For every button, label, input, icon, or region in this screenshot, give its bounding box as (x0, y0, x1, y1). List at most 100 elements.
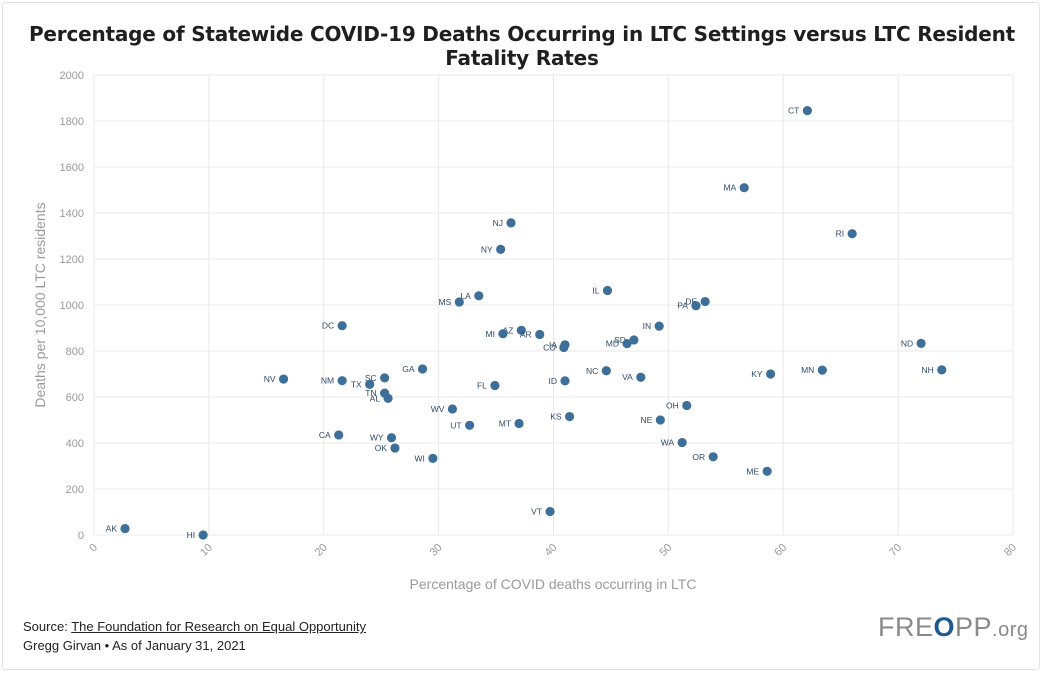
data-point-sd[interactable] (629, 335, 639, 345)
data-point-de[interactable] (700, 296, 710, 307)
data-point-ne[interactable] (655, 415, 665, 425)
point-label-dc: DC (322, 321, 334, 331)
data-point-in[interactable] (654, 321, 664, 331)
data-point-me[interactable] (762, 466, 772, 476)
data-point-mi[interactable] (498, 329, 508, 339)
point-label-hi: HI (187, 530, 196, 540)
point-label-ia: IA (549, 340, 557, 350)
point-label-ms: MS (439, 297, 452, 307)
data-point-wv[interactable] (447, 404, 458, 414)
point-label-tx: TX (351, 379, 362, 389)
data-point-ri[interactable] (847, 229, 857, 239)
point-label-il: IL (592, 286, 599, 296)
point-label-nd: ND (901, 338, 913, 348)
point-label-ma: MA (723, 183, 736, 193)
point-label-nh: NH (921, 365, 933, 375)
point-label-la: LA (460, 291, 471, 301)
data-point-ky[interactable] (766, 369, 776, 379)
data-point-oh[interactable] (682, 400, 692, 411)
point-label-ks: KS (550, 412, 562, 422)
data-point-or[interactable] (708, 452, 718, 462)
point-label-me: ME (746, 466, 759, 476)
x-tick-label: 80 (1002, 542, 1019, 559)
data-point-md[interactable] (622, 339, 632, 349)
point-label-wy: WY (370, 433, 384, 443)
data-point-ak[interactable] (120, 523, 130, 534)
data-point-wa[interactable] (677, 437, 687, 448)
point-label-wa: WA (661, 438, 675, 448)
y-tick-label: 200 (66, 484, 84, 496)
data-point-wy[interactable] (386, 433, 397, 443)
point-label-de: DE (685, 297, 697, 307)
y-tick-label: 600 (66, 392, 84, 404)
data-point-ks[interactable] (564, 411, 575, 422)
data-point-ct[interactable] (802, 106, 812, 116)
axes: 0 200 400 600 800 1000 1200 1400 1600 1800 2000 0 10… (60, 70, 1020, 559)
point-label-ri: RI (836, 229, 845, 239)
point-label-mi: MI (486, 329, 495, 339)
point-label-nv: NV (264, 374, 276, 384)
x-tick-label: 20 (313, 542, 330, 559)
data-point-nh[interactable] (937, 365, 947, 375)
point-label-ca: CA (319, 430, 331, 440)
y-tick-label: 0 (78, 530, 84, 542)
logo-part-2: PP (955, 612, 993, 642)
point-label-wi: WI (414, 453, 424, 463)
data-point-hi[interactable] (198, 530, 208, 540)
data-point-fl[interactable] (490, 380, 500, 391)
data-point-nd[interactable] (916, 338, 926, 349)
y-tick-label: 400 (66, 438, 84, 450)
data-point-va[interactable] (636, 372, 646, 382)
source-prefix: Source: (23, 619, 72, 634)
data-point-wi[interactable] (428, 453, 438, 464)
point-label-wv: WV (431, 404, 445, 414)
point-label-oh: OH (666, 401, 679, 411)
point-label-az: AZ (502, 325, 513, 335)
data-point-ar[interactable] (535, 329, 545, 340)
data-point-ma[interactable] (739, 183, 749, 193)
y-tick-label: 800 (66, 346, 84, 358)
source-link[interactable]: The Foundation for Research on Equal Opp… (71, 619, 367, 634)
data-point-il[interactable] (602, 285, 613, 296)
data-point-la[interactable] (474, 291, 484, 301)
data-point-az[interactable] (516, 325, 526, 335)
data-point-ny[interactable] (496, 244, 506, 254)
point-label-sd: SD (614, 335, 626, 345)
point-label-ok: OK (375, 443, 388, 453)
data-point-ca[interactable] (334, 430, 344, 440)
data-point-ut[interactable] (465, 420, 475, 430)
source-note: Source: The Foundation for Research on E… (23, 617, 366, 655)
data-point-nj[interactable] (506, 218, 516, 228)
data-point-mt[interactable] (514, 418, 524, 429)
data-point-nv[interactable] (278, 374, 289, 384)
data-point-al[interactable] (383, 393, 393, 403)
point-label-pa: PA (677, 301, 688, 311)
data-point-tx[interactable] (365, 379, 375, 389)
x-tick-label: 10 (198, 542, 215, 559)
data-point-id[interactable] (560, 376, 570, 386)
point-label-ct: CT (788, 106, 799, 116)
data-point-dc[interactable] (337, 321, 347, 331)
data-point-nc[interactable] (601, 366, 611, 376)
point-label-ut: UT (450, 420, 461, 430)
data-point-mn[interactable] (817, 365, 827, 375)
point-label-va: VA (622, 372, 633, 382)
data-point-ga[interactable] (417, 364, 428, 374)
data-point-vt[interactable] (545, 506, 555, 517)
data-point-ok[interactable] (390, 443, 400, 453)
logo-accent: O (933, 612, 956, 642)
y-tick-label: 1600 (60, 162, 84, 174)
y-axis-title: Deaths per 10,000 LTC residents (32, 202, 48, 407)
chart-title: Percentage of Statewide COVID-19 Deaths … (28, 22, 1016, 70)
data-point-sc[interactable] (380, 373, 390, 383)
byline: Gregg Girvan • As of January 31, 2021 (23, 638, 246, 653)
point-label-vt: VT (531, 507, 542, 517)
x-tick-label: 50 (657, 542, 674, 559)
gridlines (93, 74, 1014, 536)
data-point-nm[interactable] (337, 376, 347, 386)
data-point-co[interactable] (559, 342, 569, 353)
data-point-pa[interactable] (691, 301, 701, 311)
point-label-sc: SC (365, 373, 377, 383)
data-point-ms[interactable] (454, 297, 464, 307)
